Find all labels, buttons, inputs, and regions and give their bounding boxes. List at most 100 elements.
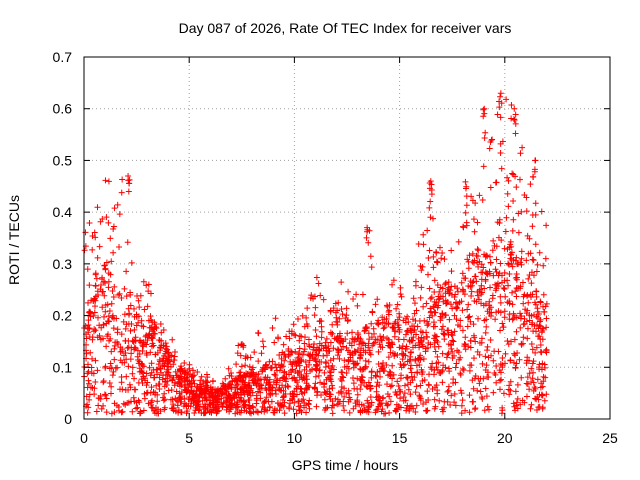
data-point	[289, 391, 296, 398]
data-point	[144, 337, 151, 344]
data-point	[151, 325, 158, 332]
data-point	[287, 397, 293, 404]
data-point	[486, 270, 493, 277]
data-point	[169, 396, 176, 403]
data-point	[305, 336, 312, 343]
data-point	[315, 372, 322, 379]
data-point	[233, 377, 240, 384]
data-point	[387, 349, 394, 356]
data-point	[489, 136, 496, 143]
data-point	[162, 350, 169, 357]
data-point	[91, 296, 98, 303]
data-point	[368, 264, 375, 271]
data-point	[368, 399, 375, 406]
data-point	[442, 297, 449, 304]
data-point	[526, 386, 533, 393]
data-point	[243, 370, 250, 377]
data-point	[401, 382, 408, 389]
data-point	[330, 345, 337, 352]
data-point	[321, 396, 328, 403]
data-point	[358, 373, 365, 380]
x-tick-label: 10	[287, 430, 303, 446]
data-point	[462, 178, 469, 185]
data-point	[106, 337, 113, 344]
x-tick-label: 0	[80, 430, 88, 446]
data-point	[435, 359, 442, 366]
data-point	[462, 185, 469, 192]
data-point	[533, 288, 540, 295]
data-point	[416, 354, 423, 361]
data-point	[326, 368, 333, 375]
data-point	[204, 407, 211, 414]
data-point	[509, 301, 516, 308]
data-point	[111, 342, 118, 349]
data-point	[397, 284, 404, 291]
data-point	[138, 317, 145, 324]
data-point	[153, 382, 160, 389]
data-point	[508, 338, 515, 345]
data-point	[144, 303, 151, 310]
data-point	[335, 400, 342, 407]
data-point	[301, 340, 308, 347]
data-point	[487, 304, 494, 311]
data-point	[365, 379, 372, 386]
data-point	[504, 337, 511, 344]
data-point	[383, 400, 390, 407]
data-point	[380, 394, 387, 401]
data-point	[309, 351, 316, 358]
data-point	[437, 313, 444, 320]
data-point	[474, 292, 481, 299]
data-point	[443, 300, 450, 307]
data-point	[463, 219, 470, 226]
data-point	[117, 357, 124, 364]
data-point	[123, 268, 130, 275]
data-point	[131, 326, 138, 333]
data-point	[487, 184, 494, 191]
data-point	[162, 357, 169, 364]
data-point	[436, 397, 443, 404]
data-point	[381, 324, 388, 331]
data-point	[293, 377, 300, 384]
data-point	[339, 343, 346, 350]
data-point	[439, 350, 446, 357]
data-point	[460, 367, 467, 374]
data-point	[131, 375, 138, 382]
data-point	[345, 387, 352, 394]
data-point	[512, 130, 519, 137]
data-point	[343, 312, 350, 319]
data-point	[532, 157, 539, 164]
data-point	[543, 349, 550, 356]
data-point	[411, 310, 418, 317]
data-point	[389, 375, 396, 382]
data-point	[263, 386, 270, 393]
data-point	[270, 379, 277, 386]
data-point	[350, 295, 357, 302]
data-point	[311, 341, 318, 347]
data-point	[451, 399, 458, 406]
data-point	[350, 380, 357, 387]
data-point	[508, 249, 515, 256]
data-point	[359, 291, 366, 298]
data-point	[386, 393, 393, 400]
data-point	[86, 396, 93, 403]
data-point	[538, 329, 545, 336]
data-point	[538, 392, 545, 399]
data-point	[427, 198, 434, 205]
data-point	[533, 293, 540, 300]
data-point	[107, 390, 114, 397]
data-point	[207, 397, 214, 404]
data-point	[445, 279, 452, 286]
data-point	[490, 389, 497, 396]
data-point	[84, 409, 91, 416]
data-point	[489, 247, 496, 254]
data-point	[362, 357, 369, 364]
data-point	[528, 293, 535, 300]
data-point	[334, 333, 341, 340]
data-point	[452, 402, 459, 409]
data-point	[389, 362, 396, 369]
data-point	[472, 373, 479, 380]
data-point	[207, 386, 214, 393]
data-point	[518, 248, 525, 255]
data-point	[143, 332, 150, 339]
data-point	[375, 361, 382, 368]
